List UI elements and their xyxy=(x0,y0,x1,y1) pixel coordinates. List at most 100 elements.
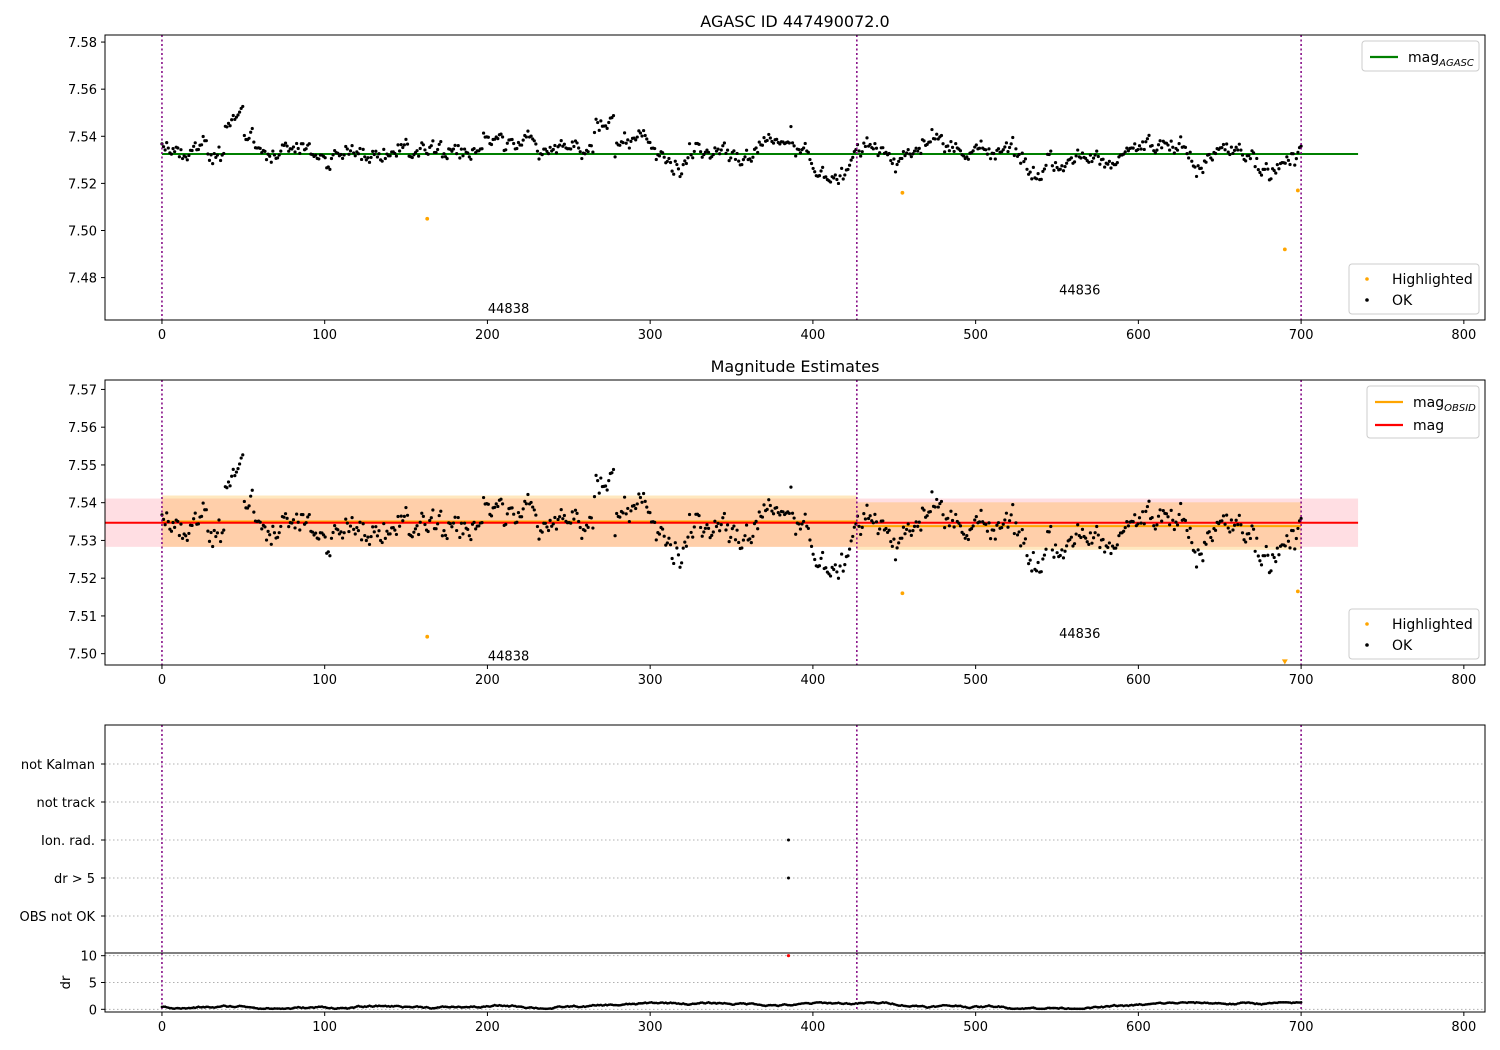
ok-point xyxy=(1096,533,1100,537)
ok-point xyxy=(562,513,566,518)
ok-point xyxy=(627,146,631,150)
ok-point xyxy=(667,536,671,540)
ok-point xyxy=(971,524,975,528)
ok-point xyxy=(637,492,641,496)
ok-point xyxy=(418,520,422,524)
ok-point xyxy=(532,508,536,512)
ok-point xyxy=(570,510,574,514)
ok-point xyxy=(1142,522,1146,526)
ok-point xyxy=(578,150,582,154)
ok-point xyxy=(911,152,915,156)
ok-point xyxy=(871,147,875,151)
ok-point xyxy=(732,149,736,153)
ok-point xyxy=(1171,518,1175,522)
y-tick-label: 7.51 xyxy=(68,610,97,625)
ok-point xyxy=(721,144,725,148)
ok-point xyxy=(974,515,978,519)
x-tick-label: 600 xyxy=(1126,673,1151,688)
ok-point xyxy=(480,521,484,525)
ok-point xyxy=(436,522,440,526)
ok-point xyxy=(843,173,847,177)
ok-point xyxy=(615,511,619,516)
ok-point xyxy=(187,153,191,158)
ok-point xyxy=(634,506,638,511)
ok-point xyxy=(1009,142,1013,146)
ok-point xyxy=(347,529,351,534)
ok-point xyxy=(1065,161,1069,165)
ok-point xyxy=(653,146,657,151)
ok-point xyxy=(1137,516,1142,520)
legend-marker-swatch xyxy=(1365,622,1369,626)
ok-point xyxy=(367,542,372,547)
ok-point xyxy=(1213,528,1218,532)
ok-point xyxy=(665,159,669,164)
ok-point xyxy=(1034,569,1039,573)
ok-point xyxy=(643,499,647,504)
ok-point xyxy=(326,165,330,169)
ok-point xyxy=(607,479,611,483)
ok-point xyxy=(1063,164,1067,169)
legend-bottom-box xyxy=(1348,608,1480,660)
ok-point xyxy=(1115,161,1119,165)
ok-point xyxy=(453,515,457,519)
ok-point xyxy=(1187,535,1191,540)
ok-point xyxy=(359,157,364,162)
ok-point xyxy=(1065,544,1069,548)
ok-point xyxy=(242,133,246,138)
ok-point xyxy=(1023,537,1028,541)
ok-point xyxy=(719,148,723,152)
ok-point xyxy=(863,517,868,521)
ok-point xyxy=(621,511,625,515)
ok-point xyxy=(802,519,806,524)
ok-point xyxy=(510,137,514,142)
ok-point xyxy=(700,534,704,538)
ok-point xyxy=(505,141,509,145)
ok-point xyxy=(382,522,386,526)
x-tick-label: 200 xyxy=(475,673,500,688)
ok-point xyxy=(1101,537,1105,542)
ok-point xyxy=(1011,503,1015,507)
ok-point xyxy=(1031,165,1035,170)
highlighted-point xyxy=(1295,589,1300,594)
ok-point xyxy=(821,165,825,169)
ok-point xyxy=(1004,511,1009,515)
ok-point xyxy=(676,553,681,557)
ok-point xyxy=(705,148,709,152)
ok-point xyxy=(1201,559,1205,563)
highlighted-point xyxy=(900,190,905,195)
ok-point xyxy=(1060,164,1064,168)
ok-point xyxy=(892,157,896,161)
ok-point xyxy=(559,139,563,143)
ok-point xyxy=(1258,170,1262,175)
ok-point xyxy=(276,156,280,160)
ok-point xyxy=(862,141,866,145)
ok-point xyxy=(890,161,894,166)
ok-point xyxy=(279,149,283,153)
ok-point xyxy=(520,515,524,519)
ok-point xyxy=(1117,534,1121,538)
ok-point xyxy=(718,152,722,156)
ok-point xyxy=(708,536,712,540)
ok-point xyxy=(792,144,796,148)
ok-point xyxy=(642,128,646,133)
ok-point xyxy=(317,157,321,161)
ok-point xyxy=(908,529,912,533)
ok-point xyxy=(973,518,977,522)
ok-point xyxy=(214,534,218,539)
ok-point xyxy=(643,133,647,138)
ok-point xyxy=(1036,560,1040,565)
ok-point xyxy=(603,124,608,128)
ok-point xyxy=(258,520,262,524)
ok-point xyxy=(304,521,308,525)
ok-point xyxy=(456,515,460,520)
ok-point xyxy=(676,167,681,171)
ok-point xyxy=(1256,167,1260,172)
ok-point xyxy=(282,143,286,147)
ok-point xyxy=(477,524,481,528)
x-tick-label: 800 xyxy=(1451,673,1476,688)
ok-point xyxy=(260,527,264,531)
ok-point xyxy=(193,511,197,515)
ok-point xyxy=(1007,145,1012,150)
ok-point xyxy=(551,522,555,526)
dr-point xyxy=(1299,1001,1303,1004)
